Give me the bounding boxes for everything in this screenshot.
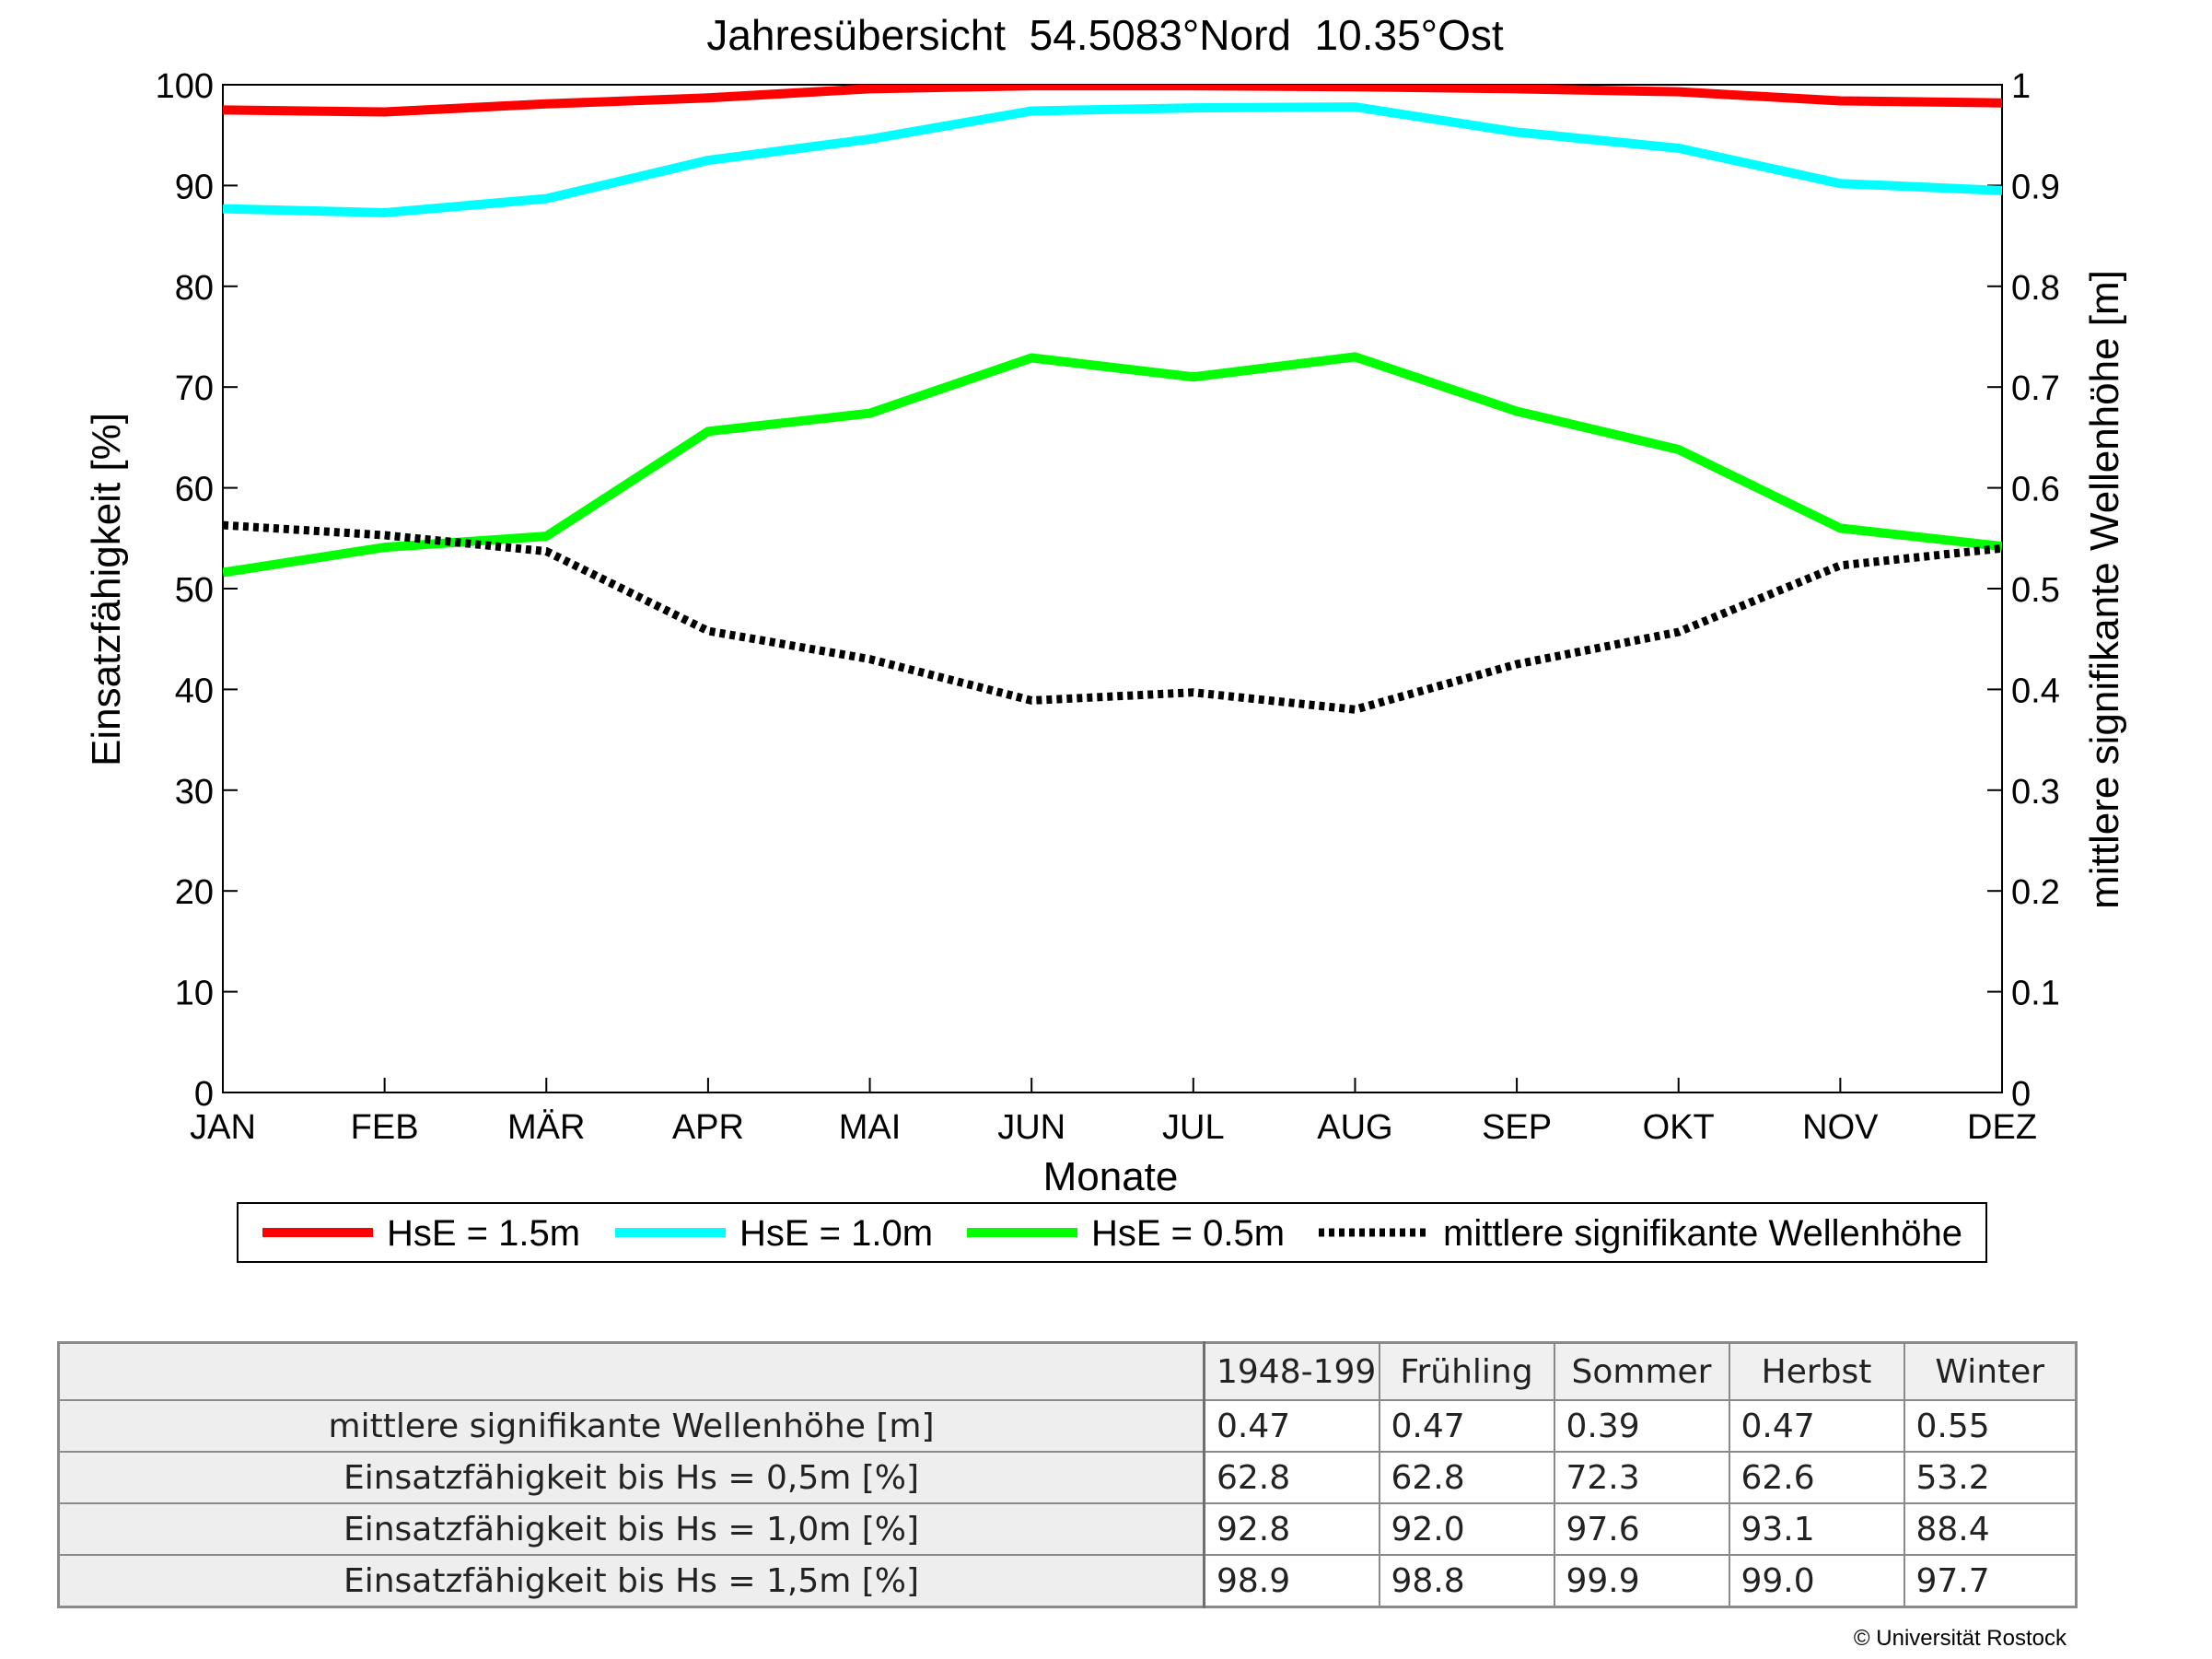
y-tick-label: 40 <box>175 672 214 710</box>
table-cell: 0.55 <box>1903 1399 2078 1453</box>
table-cell: 92.8 <box>1203 1502 1380 1556</box>
statistics-table: 1948-1997FrühlingSommerHerbstWintermittl… <box>57 1341 2078 1608</box>
y2-tick-label: 0.2 <box>2011 873 2060 912</box>
table-row: Einsatzfähigkeit bis Hs = 1,0m [%] 92.8 92… <box>57 1502 2078 1556</box>
y-tick-label: 100 <box>156 67 214 106</box>
table-column-header: Sommer <box>1553 1341 1730 1401</box>
y2-tick-label: 0.4 <box>2011 672 2060 710</box>
x-tick-label: SEP <box>1482 1108 1552 1147</box>
series-line-4 <box>223 520 2002 714</box>
x-tick-label: JUN <box>997 1108 1065 1147</box>
y-tick-label: 70 <box>175 369 214 408</box>
x-axis-label: Monate <box>1043 1154 1179 1199</box>
x-tick-label: MÄR <box>507 1108 585 1147</box>
x-tick-label: APR <box>672 1108 744 1147</box>
y-tick-label: 90 <box>175 168 214 206</box>
series-line-2 <box>223 102 2002 217</box>
table-header-row: 1948-1997FrühlingSommerHerbstWinter <box>57 1341 2078 1401</box>
table-cell: 98.8 <box>1378 1554 1555 1608</box>
x-tick-label: OKT <box>1643 1108 1715 1147</box>
table-cell: 0.47 <box>1203 1399 1380 1453</box>
x-tick-label: AUG <box>1317 1108 1392 1147</box>
statistics-table-body: 1948-1997FrühlingSommerHerbstWintermittl… <box>57 1341 2078 1608</box>
table-cell: 53.2 <box>1903 1451 2078 1504</box>
table-row-label: Einsatzfähigkeit bis Hs = 1,5m [%] <box>57 1554 1205 1608</box>
copyright-notice: © Universität Rostock <box>1853 1626 2066 1651</box>
series-line-3 <box>223 352 2002 578</box>
table-cell: 0.39 <box>1553 1399 1730 1453</box>
table-row: mittlere signifikante Wellenhöhe [m] 0.47… <box>57 1399 2078 1453</box>
table-cell: 99.9 <box>1553 1554 1730 1608</box>
table-cell: 62.8 <box>1378 1451 1555 1504</box>
y2-tick-label: 0.8 <box>2011 269 2060 308</box>
table-cell: 62.8 <box>1203 1451 1380 1504</box>
y2-tick-label: 0.5 <box>2011 571 2060 610</box>
series-line-1 <box>223 85 2002 117</box>
y2-tick-label: 0.9 <box>2011 168 2060 206</box>
y2-tick-label: 0.6 <box>2011 471 2060 509</box>
y2-tick-label: 0.7 <box>2011 369 2060 408</box>
table-cell: 72.3 <box>1553 1451 1730 1504</box>
table-cell: 97.7 <box>1903 1554 2078 1608</box>
x-tick-label: NOV <box>1802 1108 1879 1147</box>
table-cell: 0.47 <box>1378 1399 1555 1453</box>
y-tick-label: 0 <box>194 1075 214 1114</box>
table-row: Einsatzfähigkeit bis Hs = 0,5m [%] 62.8 62… <box>57 1451 2078 1504</box>
plot-frame <box>222 84 2003 1093</box>
y2-axis-label: mittlere signifikante Wellenhöhe [m] <box>2082 270 2127 909</box>
table-cell: 98.9 <box>1203 1554 1380 1608</box>
legend-box <box>237 1202 1987 1263</box>
legend-label-3: HsE = 0.5m <box>1091 1213 1285 1254</box>
legend-label-4: mittlere signifikante Wellenhöhe <box>1443 1213 1962 1254</box>
table-row-label: Einsatzfähigkeit bis Hs = 0,5m [%] <box>57 1451 1205 1504</box>
legend-label-1: HsE = 1.5m <box>387 1213 580 1254</box>
x-tick-label: JAN <box>190 1108 256 1147</box>
y-tick-label: 80 <box>175 269 214 308</box>
y-axis-label: Einsatzfähigkeit [%] <box>84 413 129 766</box>
wave-chart: Jahresübersicht 54.5083°Nord 10.35°Ost 0… <box>84 11 2127 1263</box>
table-column-header: Winter <box>1903 1341 2078 1401</box>
y2-tick-label: 0.3 <box>2011 773 2060 812</box>
chart-legend: HsE = 1.5m HsE = 1.0m HsE = 0.5m mittlere s… <box>237 1202 1987 1263</box>
y2-tick-label: 0.1 <box>2011 975 2060 1013</box>
table-row-label: mittlere signifikante Wellenhöhe [m] <box>57 1399 1205 1453</box>
table-cell: 97.6 <box>1553 1502 1730 1556</box>
x-tick-label: MAI <box>839 1108 902 1147</box>
y2-tick-label: 1 <box>2011 67 2031 106</box>
chart-title: Jahresübersicht 54.5083°Nord 10.35°Ost <box>706 11 1504 59</box>
x-tick-label: FEB <box>351 1108 419 1147</box>
table-cell: 92.0 <box>1378 1502 1555 1556</box>
table-cell: 88.4 <box>1903 1502 2078 1556</box>
y-tick-label: 30 <box>175 773 214 812</box>
table-row-label: Einsatzfähigkeit bis Hs = 1,0m [%] <box>57 1502 1205 1556</box>
y-tick-label: 10 <box>175 975 214 1013</box>
table-cell: 93.1 <box>1728 1502 1905 1556</box>
table-column-header: 1948-1997 <box>1203 1341 1380 1401</box>
plot-area: 0 10 20 30 40 50 60 70 80 90 100 0 0.1 0.2 0.3 0.4 0.5 0.… <box>156 67 2060 1147</box>
y-tick-label: 60 <box>175 471 214 509</box>
x-tick-label: JUL <box>1162 1108 1225 1147</box>
table-cell: 0.47 <box>1728 1399 1905 1453</box>
table-column-header: Herbst <box>1728 1341 1905 1401</box>
table-cell: 62.6 <box>1728 1451 1905 1504</box>
x-tick-label: DEZ <box>1967 1108 2037 1147</box>
y-tick-label: 20 <box>175 873 214 912</box>
table-corner-cell <box>57 1341 1205 1401</box>
legend-label-2: HsE = 1.0m <box>739 1213 933 1254</box>
table-column-header: Frühling <box>1378 1341 1555 1401</box>
table-row: Einsatzfähigkeit bis Hs = 1,5m [%] 98.9 98… <box>57 1554 2078 1608</box>
table-cell: 99.0 <box>1728 1554 1905 1608</box>
y2-tick-label: 0 <box>2011 1075 2031 1114</box>
y-tick-label: 50 <box>175 571 214 610</box>
